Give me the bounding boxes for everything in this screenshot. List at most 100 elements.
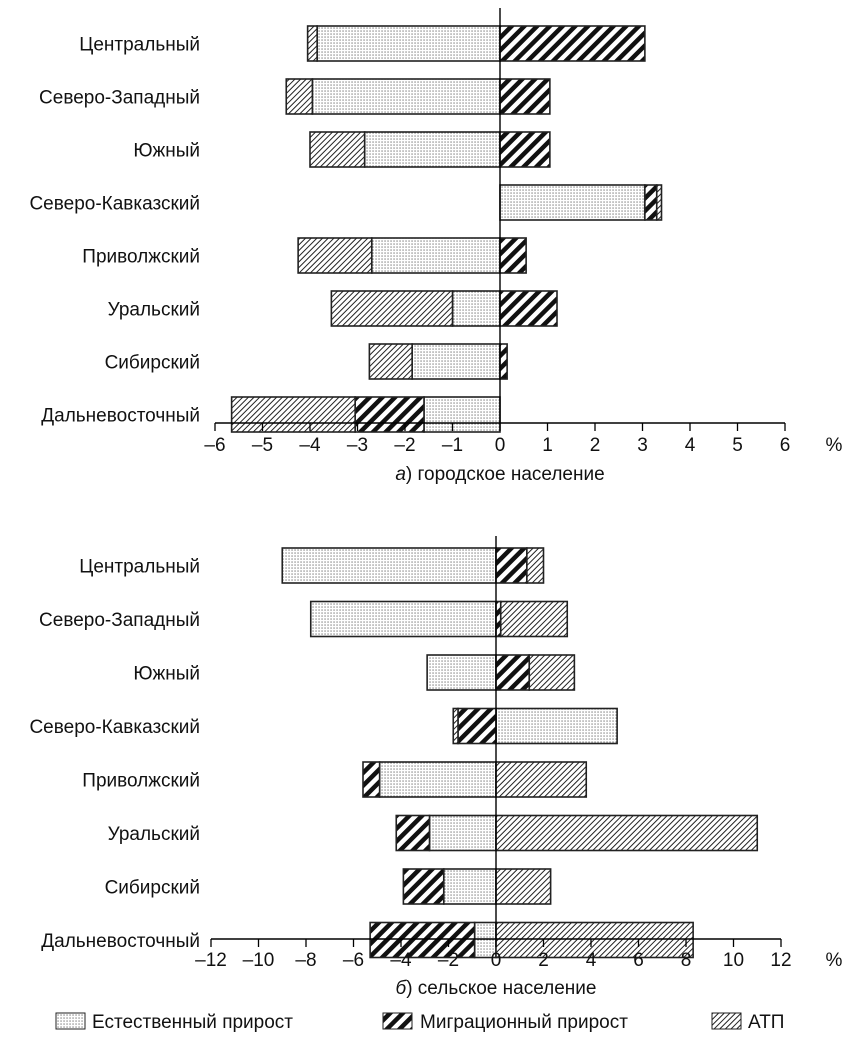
legend-label-migration: Миграционный прирост bbox=[420, 1012, 628, 1033]
legend-label-atp: АТП bbox=[748, 1012, 784, 1033]
caption-letter: б bbox=[396, 978, 408, 999]
bar-segment-atp bbox=[309, 131, 366, 168]
x-tick-label: 4 bbox=[586, 950, 597, 971]
x-tick-label: 10 bbox=[723, 950, 744, 971]
x-tick-label: 3 bbox=[637, 435, 648, 456]
x-tick-label: –4 bbox=[390, 950, 412, 971]
legend-label-natural: Естественный прирост bbox=[92, 1012, 293, 1033]
x-tick-label: –4 bbox=[299, 435, 321, 456]
bar-segment-migration bbox=[495, 547, 528, 584]
caption-text: ) городское население bbox=[406, 464, 605, 485]
category-label: Сибирский bbox=[105, 878, 200, 899]
category-label: Уральский bbox=[108, 300, 200, 321]
category-label: Южный bbox=[133, 141, 200, 162]
bar-segment-natural bbox=[363, 131, 501, 168]
x-unit-label: % bbox=[826, 950, 843, 971]
category-label: Уральский bbox=[108, 824, 200, 845]
bar-segment-natural bbox=[428, 814, 497, 852]
bar-segment-natural bbox=[442, 868, 497, 905]
bar-segment-migration bbox=[499, 343, 508, 380]
bar-segment-natural bbox=[426, 654, 497, 691]
bar-segment-atp bbox=[495, 921, 694, 959]
bar-segment-natural bbox=[309, 600, 497, 638]
category-label: Сибирский bbox=[105, 353, 200, 374]
category-label: Центральный bbox=[79, 35, 200, 56]
x-tick-label: 2 bbox=[538, 950, 549, 971]
x-tick-label: 0 bbox=[495, 435, 506, 456]
x-tick-label: 8 bbox=[681, 950, 692, 971]
bar-segment-migration bbox=[457, 707, 497, 745]
x-tick-label: 0 bbox=[491, 950, 502, 971]
legend-swatch-migration bbox=[382, 1012, 413, 1030]
x-tick-label: –5 bbox=[252, 435, 273, 456]
bar-segment-atp bbox=[495, 868, 552, 905]
x-tick-label: –3 bbox=[347, 435, 368, 456]
category-label: Приволжский bbox=[82, 771, 200, 792]
bar-segment-natural bbox=[423, 396, 501, 433]
category-label: Северо-Кавказский bbox=[29, 717, 200, 738]
bar-segment-migration bbox=[362, 761, 381, 798]
legend-swatch-natural bbox=[55, 1012, 86, 1030]
x-tick-label: 12 bbox=[770, 950, 791, 971]
bar-segment-migration bbox=[402, 868, 445, 905]
bar-segment-natural bbox=[495, 707, 618, 745]
bar-segment-atp bbox=[452, 707, 459, 745]
bar-segment-migration bbox=[495, 654, 531, 691]
bar-segment-migration bbox=[499, 290, 558, 327]
bar-segment-natural bbox=[370, 237, 501, 274]
bar-segment-natural bbox=[499, 184, 646, 221]
x-tick-label: –8 bbox=[295, 950, 316, 971]
bar-segment-atp bbox=[230, 396, 356, 433]
bar-segment-migration bbox=[354, 396, 425, 433]
chart-caption: б) сельское население bbox=[396, 978, 597, 999]
legend-swatch-atp bbox=[711, 1012, 742, 1030]
x-tick-label: –6 bbox=[343, 950, 364, 971]
category-label: Приволжский bbox=[82, 247, 200, 268]
x-tick-label: 6 bbox=[780, 435, 791, 456]
bar-segment-atp bbox=[495, 761, 588, 798]
bar-segment-migration bbox=[369, 921, 476, 959]
bar-segment-atp bbox=[285, 78, 314, 115]
x-tick-label: 2 bbox=[590, 435, 601, 456]
bar-segment-atp bbox=[368, 343, 413, 380]
bar-segment-natural bbox=[411, 343, 501, 380]
x-tick-label: –10 bbox=[243, 950, 275, 971]
bar-segment-atp bbox=[306, 25, 318, 62]
bar-segment-natural bbox=[451, 290, 501, 327]
x-tick-label: 6 bbox=[633, 950, 644, 971]
category-label: Южный bbox=[133, 664, 200, 685]
bar-segment-migration bbox=[395, 814, 431, 852]
bar-segment-natural bbox=[378, 761, 497, 798]
bar-segment-migration bbox=[499, 78, 551, 115]
bar-segment-atp bbox=[526, 547, 545, 584]
category-label: Центральный bbox=[79, 557, 200, 578]
bar-segment-atp bbox=[499, 600, 569, 638]
category-label: Дальневосточный bbox=[41, 406, 200, 427]
caption-letter: а bbox=[395, 464, 406, 485]
x-tick-label: 1 bbox=[542, 435, 553, 456]
bar-segment-migration bbox=[499, 237, 527, 274]
legend: Естественный прирост Миграционный прирос… bbox=[55, 1012, 784, 1033]
bar-segment-atp bbox=[330, 290, 454, 327]
bar-segment-atp bbox=[528, 654, 576, 691]
bar-segment-atp bbox=[655, 184, 663, 221]
bar-segment-natural bbox=[311, 78, 501, 115]
bar-segment-natural bbox=[316, 25, 501, 62]
bar-segment-migration bbox=[499, 131, 551, 168]
category-label: Дальневосточный bbox=[41, 931, 200, 952]
x-tick-label: 5 bbox=[732, 435, 743, 456]
x-tick-label: –12 bbox=[195, 950, 227, 971]
category-label: Северо-Западный bbox=[39, 610, 200, 631]
category-label: Северо-Западный bbox=[39, 88, 200, 109]
category-label: Северо-Кавказский bbox=[29, 194, 200, 215]
x-tick-label: –2 bbox=[394, 435, 415, 456]
bar-segment-migration bbox=[499, 25, 646, 62]
x-tick-label: –1 bbox=[442, 435, 463, 456]
bar-segment-atp bbox=[297, 237, 373, 274]
x-unit-label: % bbox=[826, 435, 843, 456]
x-tick-label: –2 bbox=[438, 950, 459, 971]
bar-segment-atp bbox=[495, 814, 759, 852]
caption-text: ) сельское население bbox=[406, 978, 596, 999]
